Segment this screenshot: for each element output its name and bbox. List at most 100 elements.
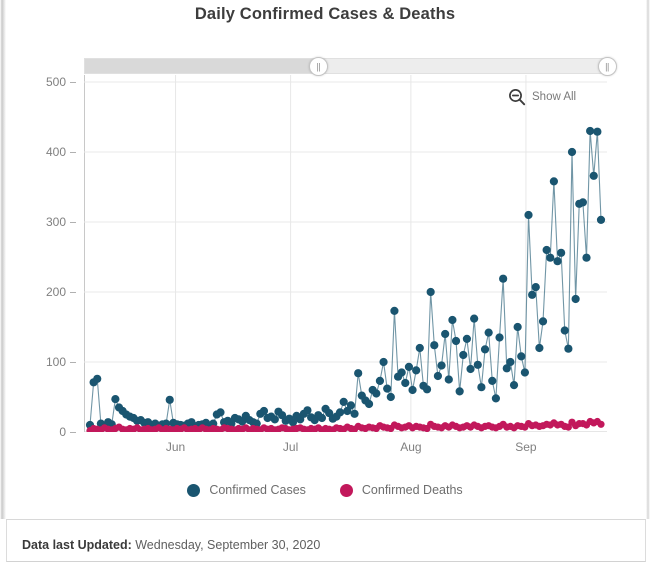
- range-slider-track[interactable]: [84, 58, 607, 74]
- data-point[interactable]: [350, 409, 359, 418]
- data-point[interactable]: [477, 383, 486, 392]
- data-point[interactable]: [538, 317, 548, 326]
- data-point[interactable]: [488, 376, 497, 385]
- data-point[interactable]: [354, 369, 363, 378]
- range-slider-handle-right[interactable]: ||: [597, 57, 617, 76]
- data-point[interactable]: [589, 171, 598, 180]
- data-last-updated: Data last Updated: Wednesday, September …: [22, 538, 320, 552]
- panel-left-border: [0, 0, 6, 519]
- data-point[interactable]: [259, 406, 269, 416]
- data-point[interactable]: [560, 326, 569, 335]
- data-point[interactable]: [455, 387, 464, 396]
- data-point[interactable]: [404, 362, 414, 371]
- data-point[interactable]: [484, 328, 493, 337]
- y-axis-line: [84, 75, 85, 432]
- data-point[interactable]: [408, 385, 417, 395]
- data-point[interactable]: [531, 283, 540, 292]
- series-line: [89, 130, 602, 428]
- data-point[interactable]: [462, 334, 472, 343]
- data-point[interactable]: [567, 147, 577, 157]
- data-point[interactable]: [303, 406, 312, 415]
- range-handle-grip-icon: ||: [605, 61, 609, 71]
- data-point[interactable]: [448, 315, 457, 325]
- series-markers[interactable]: [86, 417, 605, 432]
- data-point[interactable]: [288, 418, 298, 427]
- data-point[interactable]: [459, 350, 468, 360]
- show-all-label: Show All: [532, 91, 577, 103]
- data-point[interactable]: [491, 394, 501, 403]
- data-point[interactable]: [502, 364, 511, 373]
- data-point[interactable]: [379, 357, 388, 367]
- data-point[interactable]: [339, 397, 348, 406]
- y-axis-tick-mark: [70, 292, 76, 293]
- y-axis-tick-mark: [70, 82, 76, 83]
- data-point[interactable]: [524, 210, 533, 220]
- chart-canvas[interactable]: [84, 75, 607, 432]
- data-point[interactable]: [451, 336, 461, 346]
- legend-item[interactable]: Confirmed Cases: [187, 483, 306, 497]
- data-point[interactable]: [383, 384, 392, 393]
- data-point[interactable]: [422, 385, 432, 394]
- data-point[interactable]: [517, 352, 526, 361]
- data-point[interactable]: [430, 341, 439, 350]
- data-point[interactable]: [542, 245, 551, 255]
- y-axis-tick-mark: [70, 432, 76, 433]
- data-point[interactable]: [480, 345, 490, 354]
- y-axis-tick-mark: [70, 152, 76, 153]
- data-point[interactable]: [473, 360, 482, 369]
- data-point[interactable]: [578, 198, 587, 207]
- data-point[interactable]: [401, 378, 410, 388]
- data-point[interactable]: [513, 322, 522, 332]
- data-point[interactable]: [495, 333, 504, 342]
- data-point[interactable]: [571, 294, 580, 304]
- data-point[interactable]: [437, 361, 446, 370]
- data-point[interactable]: [270, 415, 279, 424]
- data-point[interactable]: [582, 253, 591, 262]
- data-point[interactable]: [499, 274, 508, 283]
- plot-area[interactable]: [84, 75, 607, 432]
- data-point[interactable]: [597, 420, 605, 428]
- x-axis-labels: Jun Jul Aug Sep: [84, 440, 607, 460]
- data-point[interactable]: [375, 376, 385, 385]
- data-point[interactable]: [317, 413, 327, 423]
- x-axis-tick-label: Sep: [515, 440, 537, 454]
- data-point[interactable]: [528, 290, 537, 299]
- data-point[interactable]: [433, 371, 443, 381]
- data-point[interactable]: [509, 381, 519, 390]
- data-point[interactable]: [346, 401, 356, 410]
- data-point[interactable]: [93, 374, 102, 383]
- data-point[interactable]: [564, 344, 573, 353]
- chart-range-slider[interactable]: || ||: [84, 57, 617, 76]
- data-point[interactable]: [165, 395, 174, 404]
- y-axis-tick-label: 500: [45, 75, 66, 89]
- data-point[interactable]: [444, 375, 453, 384]
- data-point[interactable]: [520, 368, 529, 377]
- data-point[interactable]: [546, 253, 555, 262]
- range-slider-handle-left[interactable]: ||: [308, 57, 328, 76]
- data-point[interactable]: [553, 257, 562, 266]
- data-point[interactable]: [111, 395, 120, 404]
- data-point[interactable]: [386, 392, 395, 402]
- data-point[interactable]: [372, 389, 381, 398]
- data-point[interactable]: [364, 399, 374, 409]
- data-point[interactable]: [470, 314, 479, 323]
- data-point[interactable]: [216, 408, 225, 417]
- data-point[interactable]: [596, 215, 606, 224]
- data-point[interactable]: [412, 366, 421, 375]
- data-point[interactable]: [390, 306, 399, 315]
- data-point[interactable]: [415, 343, 424, 353]
- data-point[interactable]: [441, 329, 450, 339]
- data-point[interactable]: [335, 408, 345, 417]
- show-all-button[interactable]: Show All: [508, 88, 576, 106]
- legend-item[interactable]: Confirmed Deaths: [339, 483, 463, 497]
- data-point[interactable]: [426, 287, 435, 297]
- data-point[interactable]: [593, 127, 602, 136]
- data-point[interactable]: [549, 177, 558, 186]
- data-last-updated-label: Data last Updated:: [22, 538, 132, 552]
- data-point[interactable]: [506, 357, 515, 367]
- data-point[interactable]: [535, 343, 544, 353]
- data-point[interactable]: [586, 126, 595, 136]
- data-point[interactable]: [466, 364, 475, 374]
- data-point[interactable]: [557, 248, 566, 257]
- data-point[interactable]: [397, 368, 406, 377]
